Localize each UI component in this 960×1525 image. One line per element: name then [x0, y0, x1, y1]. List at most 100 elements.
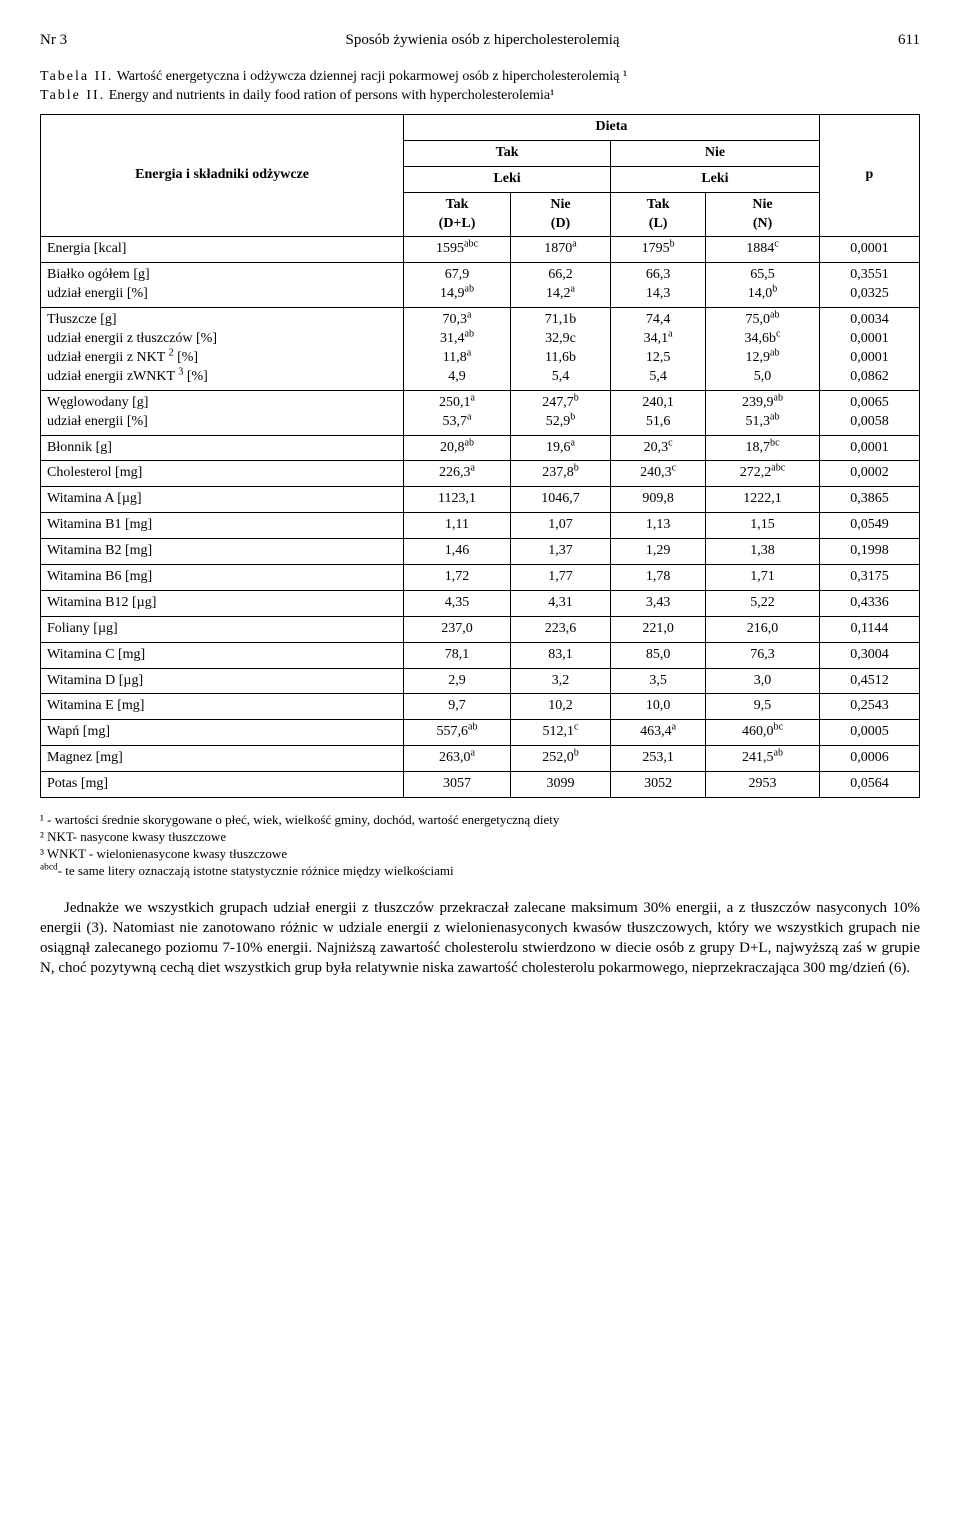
cell: 3099	[510, 772, 610, 798]
table-row: Cholesterol [mg]226,3a237,8b240,3c272,2a…	[41, 461, 920, 487]
cell: 1,13	[611, 513, 706, 539]
cell: 3057	[404, 772, 511, 798]
th-nie: Nie	[611, 140, 820, 166]
cell: 66,214,2a	[510, 263, 610, 308]
footnote-line: ¹ - wartości średnie skorygowane o płeć,…	[40, 812, 920, 829]
row-label: Magnez [mg]	[41, 746, 404, 772]
cell: 1,11	[404, 513, 511, 539]
row-label: Potas [mg]	[41, 772, 404, 798]
th-leki-1: Leki	[404, 166, 611, 192]
cell: 1,37	[510, 539, 610, 565]
cell: 0,00650,0058	[819, 390, 919, 435]
cell: 19,6a	[510, 435, 610, 461]
cell: 70,3a31,4ab11,8a4,9	[404, 308, 511, 391]
cell: 9,7	[404, 694, 511, 720]
th-c1: Tak(D+L)	[404, 192, 511, 237]
cell: 240,151,6	[611, 390, 706, 435]
cell: 0,0564	[819, 772, 919, 798]
cell: 2,9	[404, 668, 511, 694]
cell: 1,15	[706, 513, 820, 539]
footnote-line: abcd- te same litery oznaczają istotne s…	[40, 863, 920, 880]
row-label: Foliany [µg]	[41, 616, 404, 642]
cell: 0,0001	[819, 435, 919, 461]
cell: 272,2abc	[706, 461, 820, 487]
cell: 226,3a	[404, 461, 511, 487]
table-row: Witamina B1 [mg]1,111,071,131,150,0549	[41, 513, 920, 539]
cell: 237,0	[404, 616, 511, 642]
cell: 18,7bc	[706, 435, 820, 461]
cell: 3,0	[706, 668, 820, 694]
cell: 67,914,9ab	[404, 263, 511, 308]
cell: 241,5ab	[706, 746, 820, 772]
th-leki-2: Leki	[611, 166, 820, 192]
table-row: Energia [kcal]1595abc1870a1795b1884c0,00…	[41, 237, 920, 263]
cell: 3,5	[611, 668, 706, 694]
cell: 4,35	[404, 590, 511, 616]
cell: 74,434,1a12,55,4	[611, 308, 706, 391]
cell: 0,1998	[819, 539, 919, 565]
cell: 1795b	[611, 237, 706, 263]
caption-pl-text: Wartość energetyczna i odżywcza dziennej…	[117, 69, 627, 84]
table-body: Energia [kcal]1595abc1870a1795b1884c0,00…	[41, 237, 920, 797]
cell: 0,0002	[819, 461, 919, 487]
cell: 10,2	[510, 694, 610, 720]
cell: 3052	[611, 772, 706, 798]
cell: 1,72	[404, 564, 511, 590]
cell: 3,43	[611, 590, 706, 616]
header-left: Nr 3	[40, 30, 67, 50]
table-row: Witamina A [µg]1123,11046,7909,81222,10,…	[41, 487, 920, 513]
cell: 1,77	[510, 564, 610, 590]
cell: 221,0	[611, 616, 706, 642]
cell: 460,0bc	[706, 720, 820, 746]
th-c3: Tak(L)	[611, 192, 706, 237]
cell: 0,4336	[819, 590, 919, 616]
cell: 0,2543	[819, 694, 919, 720]
cell: 71,1b32,9c11,6b5,4	[510, 308, 610, 391]
cell: 0,00340,00010,00010,0862	[819, 308, 919, 391]
cell: 250,1a53,7a	[404, 390, 511, 435]
cell: 1,78	[611, 564, 706, 590]
th-c4: Nie(N)	[706, 192, 820, 237]
header-center: Sposób żywienia osób z hipercholesterole…	[346, 30, 620, 50]
footnote-line: ² NKT- nasycone kwasy tłuszczowe	[40, 829, 920, 846]
cell: 252,0b	[510, 746, 610, 772]
table-row: Błonnik [g]20,8ab19,6a20,3c18,7bc0,0001	[41, 435, 920, 461]
table-caption: Tabela II. Wartość energetyczna i odżywc…	[40, 68, 920, 106]
table-row: Magnez [mg]263,0a252,0b253,1241,5ab0,000…	[41, 746, 920, 772]
table-row: Foliany [µg]237,0223,6221,0216,00,1144	[41, 616, 920, 642]
cell: 1123,1	[404, 487, 511, 513]
table-row: Białko ogółem [g]udział energii [%]67,91…	[41, 263, 920, 308]
row-label: Witamina D [µg]	[41, 668, 404, 694]
table-row: Witamina D [µg]2,93,23,53,00,4512	[41, 668, 920, 694]
row-label: Witamina B1 [mg]	[41, 513, 404, 539]
cell: 1884c	[706, 237, 820, 263]
cell: 223,6	[510, 616, 610, 642]
running-header: Nr 3 Sposób żywienia osób z hipercholest…	[40, 30, 920, 50]
cell: 1,71	[706, 564, 820, 590]
table-row: Witamina C [mg]78,183,185,076,30,3004	[41, 642, 920, 668]
cell: 239,9ab51,3ab	[706, 390, 820, 435]
cell: 216,0	[706, 616, 820, 642]
cell: 0,0006	[819, 746, 919, 772]
cell: 0,0549	[819, 513, 919, 539]
cell: 76,3	[706, 642, 820, 668]
cell: 83,1	[510, 642, 610, 668]
cell: 0,3175	[819, 564, 919, 590]
row-label: Witamina B6 [mg]	[41, 564, 404, 590]
header-right: 611	[898, 30, 920, 50]
cell: 66,314,3	[611, 263, 706, 308]
row-label: Tłuszcze [g]udział energii z tłuszczów […	[41, 308, 404, 391]
cell: 1,38	[706, 539, 820, 565]
cell: 0,1144	[819, 616, 919, 642]
cell: 75,0ab34,6bc12,9ab5,0	[706, 308, 820, 391]
cell: 1595abc	[404, 237, 511, 263]
cell: 253,1	[611, 746, 706, 772]
cell: 0,0001	[819, 237, 919, 263]
th-tak: Tak	[404, 140, 611, 166]
row-label: Cholesterol [mg]	[41, 461, 404, 487]
row-label: Witamina B2 [mg]	[41, 539, 404, 565]
row-label: Witamina C [mg]	[41, 642, 404, 668]
cell: 2953	[706, 772, 820, 798]
cell: 9,5	[706, 694, 820, 720]
caption-en-text: Energy and nutrients in daily food ratio…	[109, 88, 555, 103]
